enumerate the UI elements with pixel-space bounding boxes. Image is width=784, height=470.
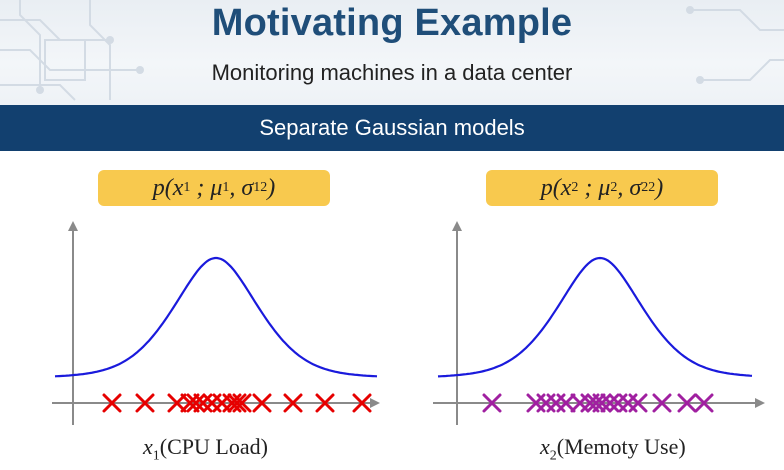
data-point-marker <box>167 393 187 413</box>
data-point-markers <box>482 393 714 413</box>
formula-var-sub: 1 <box>183 180 191 195</box>
formula-var: x <box>172 174 184 201</box>
data-point-marker <box>315 393 335 413</box>
data-point-marker <box>352 393 372 413</box>
formula-var: x <box>560 174 572 201</box>
data-point-marker <box>586 393 606 413</box>
slide-header: Motivating Example Monitoring machines i… <box>0 0 784 105</box>
label-text: (CPU Load) <box>159 434 268 459</box>
label-var: x <box>540 434 550 459</box>
data-point-marker <box>694 393 714 413</box>
formula-func: p( <box>152 174 173 201</box>
cpu-load-plot <box>52 221 380 425</box>
data-point-marker <box>652 393 672 413</box>
formula-mu-sub: 2 <box>610 180 618 195</box>
data-point-marker <box>135 393 155 413</box>
x-axis-label-cpu: x1(CPU Load) <box>143 433 268 464</box>
data-point-marker <box>180 393 200 413</box>
data-point-marker <box>677 393 697 413</box>
circuit-background-decoration <box>0 0 784 101</box>
formula-sigma-sub: 2 <box>641 180 649 195</box>
formula-mu-sub: 1 <box>222 180 230 195</box>
data-point-marker <box>556 393 576 413</box>
data-point-marker <box>283 393 303 413</box>
data-point-marker <box>600 393 620 413</box>
data-point-marker <box>628 393 648 413</box>
label-sub: 1 <box>152 448 160 464</box>
data-point-marker <box>252 393 272 413</box>
data-point-marker <box>592 393 612 413</box>
gaussian-curve <box>54 256 378 378</box>
formula-sigma-sup: 2 <box>260 180 268 195</box>
label-text: (Memoty Use) <box>556 434 686 459</box>
formula-sigma-sub: 1 <box>253 180 261 195</box>
data-point-markers <box>102 393 372 413</box>
label-var: x <box>143 434 153 459</box>
label-sub: 2 <box>549 448 557 464</box>
memory-use-plot <box>433 221 765 425</box>
slide-title: Motivating Example <box>211 2 573 44</box>
data-point-marker <box>186 393 206 413</box>
formula-var-sub: 2 <box>571 180 579 195</box>
slide-subtitle: Monitoring machines in a data center <box>211 60 573 85</box>
gaussian-curve <box>437 256 753 378</box>
formula-sigma-sup: 2 <box>648 180 656 195</box>
data-point-marker <box>102 393 122 413</box>
section-banner: Separate Gaussian models <box>0 105 784 151</box>
data-point-marker <box>232 393 252 413</box>
x-axis-label-memory: x2(Memoty Use) <box>540 433 686 464</box>
formula-func: p( <box>540 174 561 201</box>
banner-text: Separate Gaussian models <box>259 115 525 140</box>
data-point-marker <box>227 393 247 413</box>
data-point-marker <box>482 393 502 413</box>
